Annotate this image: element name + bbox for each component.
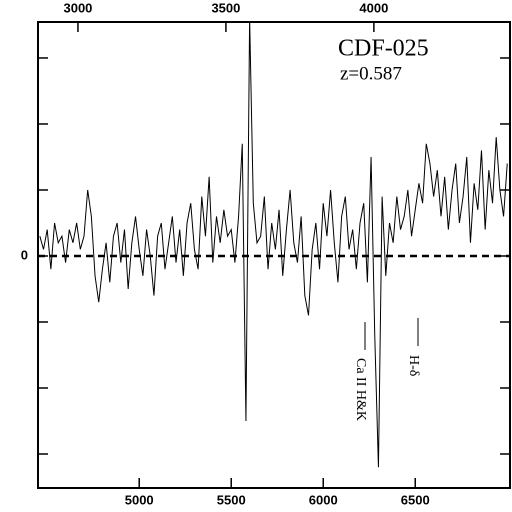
object-name: CDF-025 [338, 36, 429, 62]
x-tick-label: 5500 [217, 492, 246, 507]
redshift: z=0.587 [340, 63, 402, 84]
x2-tick-label: 4000 [359, 0, 388, 15]
line-label: H-δ [406, 355, 421, 377]
x-tick-label: 5000 [125, 492, 154, 507]
y-tick-label: 0 [21, 247, 28, 262]
x-tick-label: 6000 [309, 492, 338, 507]
x-tick-label: 6500 [401, 492, 430, 507]
x2-tick-label: 3500 [211, 0, 240, 15]
spectrum [39, 22, 508, 468]
x2-tick-label: 3000 [63, 0, 92, 15]
line-label: Ca II H&K [353, 358, 368, 421]
